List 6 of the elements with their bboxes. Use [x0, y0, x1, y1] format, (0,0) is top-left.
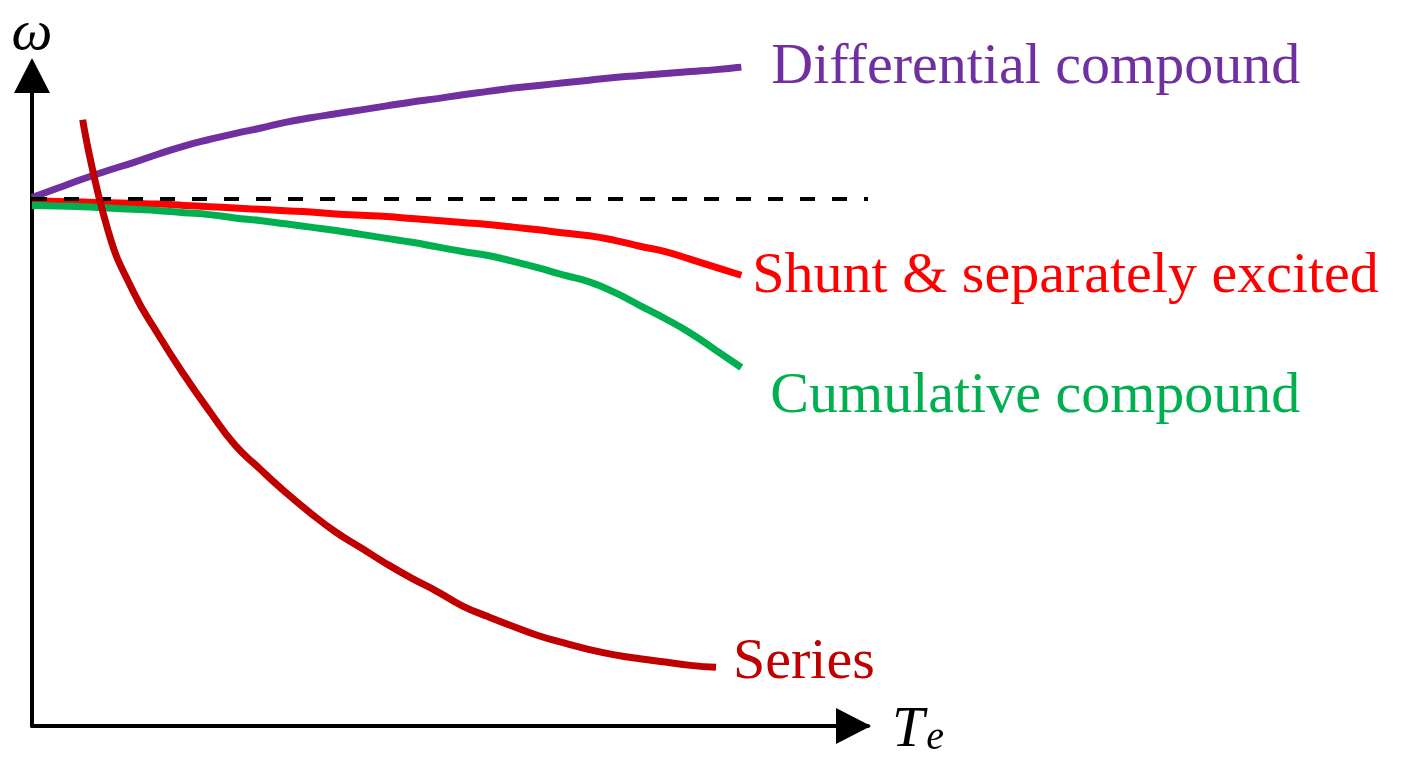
series-label: Differential compound [771, 30, 1301, 96]
y-axis-title: ω [11, 0, 53, 62]
series-label: Shunt & separately excited [752, 239, 1379, 305]
series-label: Series [733, 625, 875, 691]
series-label: Cumulative compound [770, 360, 1301, 425]
x-axis-title: Te [892, 693, 945, 759]
